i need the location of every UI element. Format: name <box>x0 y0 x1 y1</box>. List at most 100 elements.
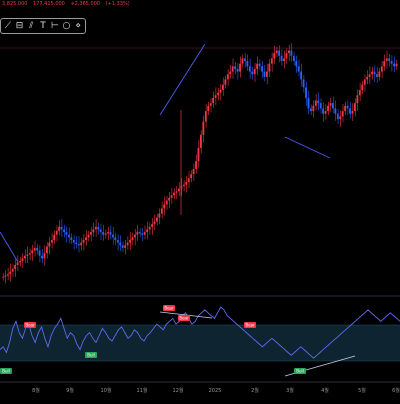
candle-body <box>263 71 266 77</box>
candle-body <box>280 55 283 62</box>
bear-label-box <box>244 322 256 328</box>
candle-body <box>300 71 303 80</box>
trendline-3 <box>284 136 331 159</box>
candle-body <box>278 50 281 56</box>
candle-body <box>251 71 254 75</box>
candle-body <box>290 50 293 56</box>
candle-body <box>178 188 180 192</box>
candle-body <box>339 116 342 119</box>
bull-label-text: Bull <box>2 369 10 374</box>
candle-body <box>239 63 241 72</box>
candle-body <box>209 103 212 106</box>
candle-body <box>2 276 4 278</box>
info-line-button[interactable]: ⊢ <box>50 20 60 32</box>
candle-body <box>285 53 288 59</box>
candle-body <box>283 58 285 62</box>
bear-label-box <box>24 322 36 328</box>
ohlc-value-2: +2,365.000 <box>70 1 101 7</box>
text-tool-icon: T <box>40 20 46 31</box>
candle-body <box>351 111 354 114</box>
circle-tool-button[interactable]: ○ <box>62 20 72 32</box>
candle-body <box>324 111 327 114</box>
candle-body <box>204 111 207 122</box>
trendline-1 <box>0 231 19 263</box>
candle-body <box>202 121 205 135</box>
candle-body <box>38 250 41 256</box>
candle-body <box>319 103 322 109</box>
candle-body <box>305 87 307 98</box>
parallel-channel-button[interactable]: ⫽ <box>26 20 36 32</box>
parallel-channel-icon: ⫽ <box>29 20 34 31</box>
ruler-button[interactable]: ⊟ <box>15 20 25 32</box>
ohlc-readout: 3,825.000 177,415.000 +2,365.000 (+1.33%… <box>2 1 134 7</box>
candle-body <box>261 66 263 72</box>
candle-body <box>94 226 97 230</box>
candle-body <box>307 97 310 109</box>
candle-body <box>356 95 359 104</box>
candle-body <box>58 226 61 231</box>
candle-body <box>310 108 312 112</box>
candle-body <box>256 63 259 69</box>
candle-body <box>36 247 39 251</box>
candle-body <box>131 237 134 240</box>
candle-body <box>72 240 75 243</box>
candle-body <box>170 195 173 198</box>
x-axis-label: 4월 <box>321 387 329 394</box>
candle-body <box>124 245 127 248</box>
candle-body <box>378 71 381 77</box>
candle-body <box>385 58 388 62</box>
candle-body <box>212 97 215 104</box>
candle-body <box>192 168 195 175</box>
candle-body <box>4 275 7 277</box>
x-axis-label: 8월 <box>32 387 40 394</box>
candle-body <box>222 84 224 90</box>
candle-body <box>11 268 14 272</box>
candle-body <box>90 232 92 235</box>
candle-body <box>82 240 85 243</box>
candle-body <box>266 71 268 77</box>
candle-body <box>138 232 141 234</box>
candle-body <box>327 105 329 112</box>
candle-body <box>53 234 56 240</box>
candle-body <box>226 74 229 80</box>
candle-body <box>236 68 239 72</box>
candle-body <box>68 234 70 238</box>
more-tools-button[interactable]: ⋄ <box>73 20 83 32</box>
line-tool-button[interactable]: ⟋ <box>3 20 13 32</box>
candle-body <box>168 197 171 201</box>
candle-body <box>190 174 193 179</box>
candle-body <box>19 261 21 263</box>
bull-label-text: Bull <box>87 353 95 358</box>
candle-body <box>388 58 391 62</box>
candle-body <box>390 61 393 64</box>
candle-body <box>297 66 300 72</box>
candle-body <box>43 253 46 259</box>
candle-body <box>141 233 144 235</box>
candle-body <box>153 221 156 225</box>
drawing-toolbar: ⟋ ⊟ ⫽ T ⊢ ○ ⋄ <box>0 18 86 34</box>
candle-body <box>75 242 78 244</box>
candle-body <box>302 79 305 88</box>
candle-body <box>31 250 34 254</box>
candle-body <box>373 71 376 75</box>
candle-body <box>270 58 273 64</box>
candle-body <box>160 208 163 214</box>
candle-body <box>341 111 344 117</box>
candle-body <box>358 90 361 96</box>
rsi-line <box>0 306 400 359</box>
candle-body <box>87 234 90 238</box>
candle-body <box>336 113 339 119</box>
ohlc-value-3: (+1.33%) <box>105 1 130 7</box>
candle-body <box>46 246 48 254</box>
candle-body <box>383 61 386 67</box>
candle-body <box>224 79 227 85</box>
candle-body <box>314 100 317 106</box>
candle-body <box>99 229 102 233</box>
candle-body <box>70 237 73 240</box>
text-tool-button[interactable]: T <box>38 20 48 32</box>
candle-body <box>334 108 337 114</box>
candle-body <box>344 105 347 112</box>
ohlc-value-1: 177,415.000 <box>33 1 65 7</box>
